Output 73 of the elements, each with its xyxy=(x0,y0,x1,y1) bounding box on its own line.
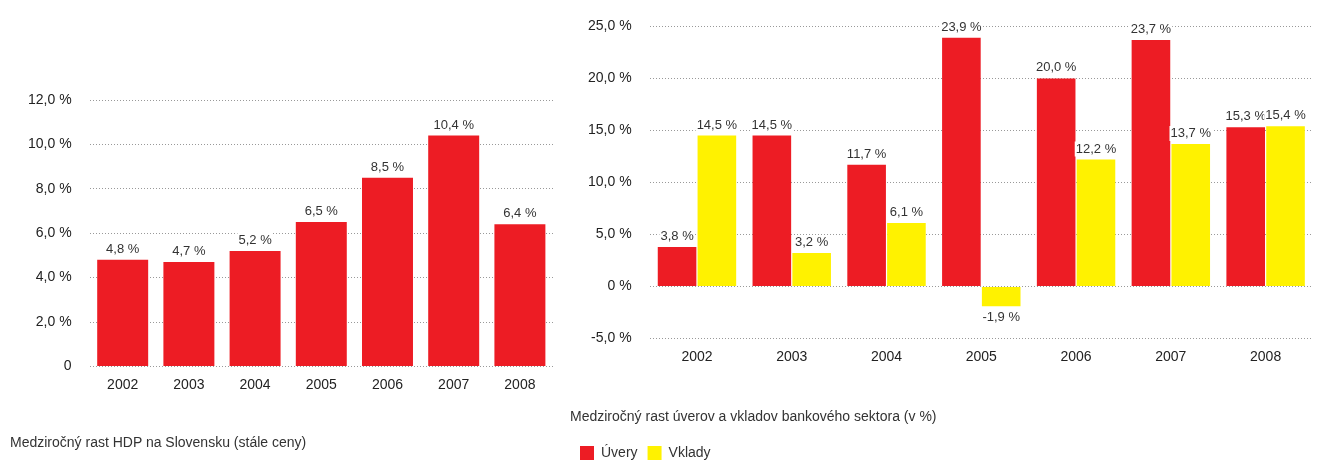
bar xyxy=(1266,126,1305,286)
y-tick-label: 0 xyxy=(63,357,72,374)
y-tick-label: 10,0 % xyxy=(587,173,632,190)
bar xyxy=(362,177,413,366)
y-tick-label: 0 % xyxy=(607,277,632,294)
data-label: 6,1 % xyxy=(889,204,924,220)
data-label: 4,8 % xyxy=(106,240,140,256)
y-tick-label: 25,0 % xyxy=(587,17,632,34)
y-tick-label: -5,0 % xyxy=(591,329,632,346)
bar xyxy=(942,37,981,286)
y-tick-label: 8,0 % xyxy=(35,179,72,196)
x-tick-label: 2006 xyxy=(1060,347,1092,364)
bar xyxy=(887,222,926,286)
x-tick-label: 2006 xyxy=(371,375,404,392)
data-label: 14,5 % xyxy=(696,116,738,132)
x-tick-label: 2008 xyxy=(1250,347,1282,364)
bar xyxy=(697,135,737,286)
data-label: 4,7 % xyxy=(172,243,206,259)
x-tick-label: 2002 xyxy=(681,347,713,364)
x-tick-label: 2005 xyxy=(965,347,998,364)
bar xyxy=(163,262,215,366)
x-tick-label: 2003 xyxy=(173,375,205,392)
bar xyxy=(229,250,281,366)
x-tick-label: 2007 xyxy=(1155,347,1187,364)
bar xyxy=(792,253,831,286)
bar xyxy=(1131,39,1171,286)
x-tick-label: 2008 xyxy=(504,375,536,392)
x-tick-label: 2002 xyxy=(107,375,139,392)
bar xyxy=(1036,78,1076,286)
bar xyxy=(657,246,697,286)
x-tick-label: 2004 xyxy=(239,375,271,392)
text: Medziročný rast HDP na Slovensku (stále ceny) xyxy=(10,434,307,451)
data-label: 10,4 % xyxy=(433,116,475,132)
legend-label: Úvery xyxy=(601,443,638,460)
bar xyxy=(97,259,149,366)
x-tick-label: 2007 xyxy=(438,375,470,392)
y-tick-label: 2,0 % xyxy=(35,312,72,329)
y-tick-label: 4,0 % xyxy=(35,268,72,285)
bar xyxy=(1076,159,1116,286)
data-label: 13,7 % xyxy=(1170,125,1212,140)
y-tick-label: 15,0 % xyxy=(587,121,632,138)
bar xyxy=(981,286,1021,307)
data-label: 3,2 % xyxy=(795,234,829,250)
data-label: 5,2 % xyxy=(238,232,273,248)
data-label: 3,8 % xyxy=(660,227,695,243)
data-label: 12,2 % xyxy=(1075,140,1117,156)
y-tick-label: 10,0 % xyxy=(27,135,72,152)
y-tick-label: 20,0 % xyxy=(587,69,632,86)
x-tick-label: 2004 xyxy=(870,347,903,364)
bar xyxy=(1171,143,1211,286)
y-tick-label: 12,0 % xyxy=(27,90,72,107)
legend-label: Vklady xyxy=(668,443,711,460)
bar xyxy=(428,135,480,366)
data-label: 15,4 % xyxy=(1265,107,1307,123)
data-label: 23,9 % xyxy=(941,18,983,34)
text: Medziročný rast úverov a vkladov bankového sektora (v %) xyxy=(570,408,937,425)
bar xyxy=(847,164,886,286)
bar xyxy=(295,222,347,366)
bar xyxy=(1226,127,1266,286)
data-label: 14,5 % xyxy=(751,116,793,132)
data-label: 6,5 % xyxy=(304,203,339,219)
y-tick-label: 5,0 % xyxy=(595,225,632,242)
bar xyxy=(752,135,792,286)
data-label: 11,7 % xyxy=(846,145,887,161)
y-tick-label: 6,0 % xyxy=(35,224,72,241)
data-label: 8,5 % xyxy=(370,158,405,174)
data-label: -1,9 % xyxy=(982,309,1021,325)
data-label: 23,7 % xyxy=(1130,21,1172,36)
x-tick-label: 2003 xyxy=(776,347,808,364)
x-tick-label: 2005 xyxy=(305,375,338,392)
data-label: 6,4 % xyxy=(503,205,537,221)
bar xyxy=(494,224,546,366)
data-label: 20,0 % xyxy=(1035,59,1077,75)
